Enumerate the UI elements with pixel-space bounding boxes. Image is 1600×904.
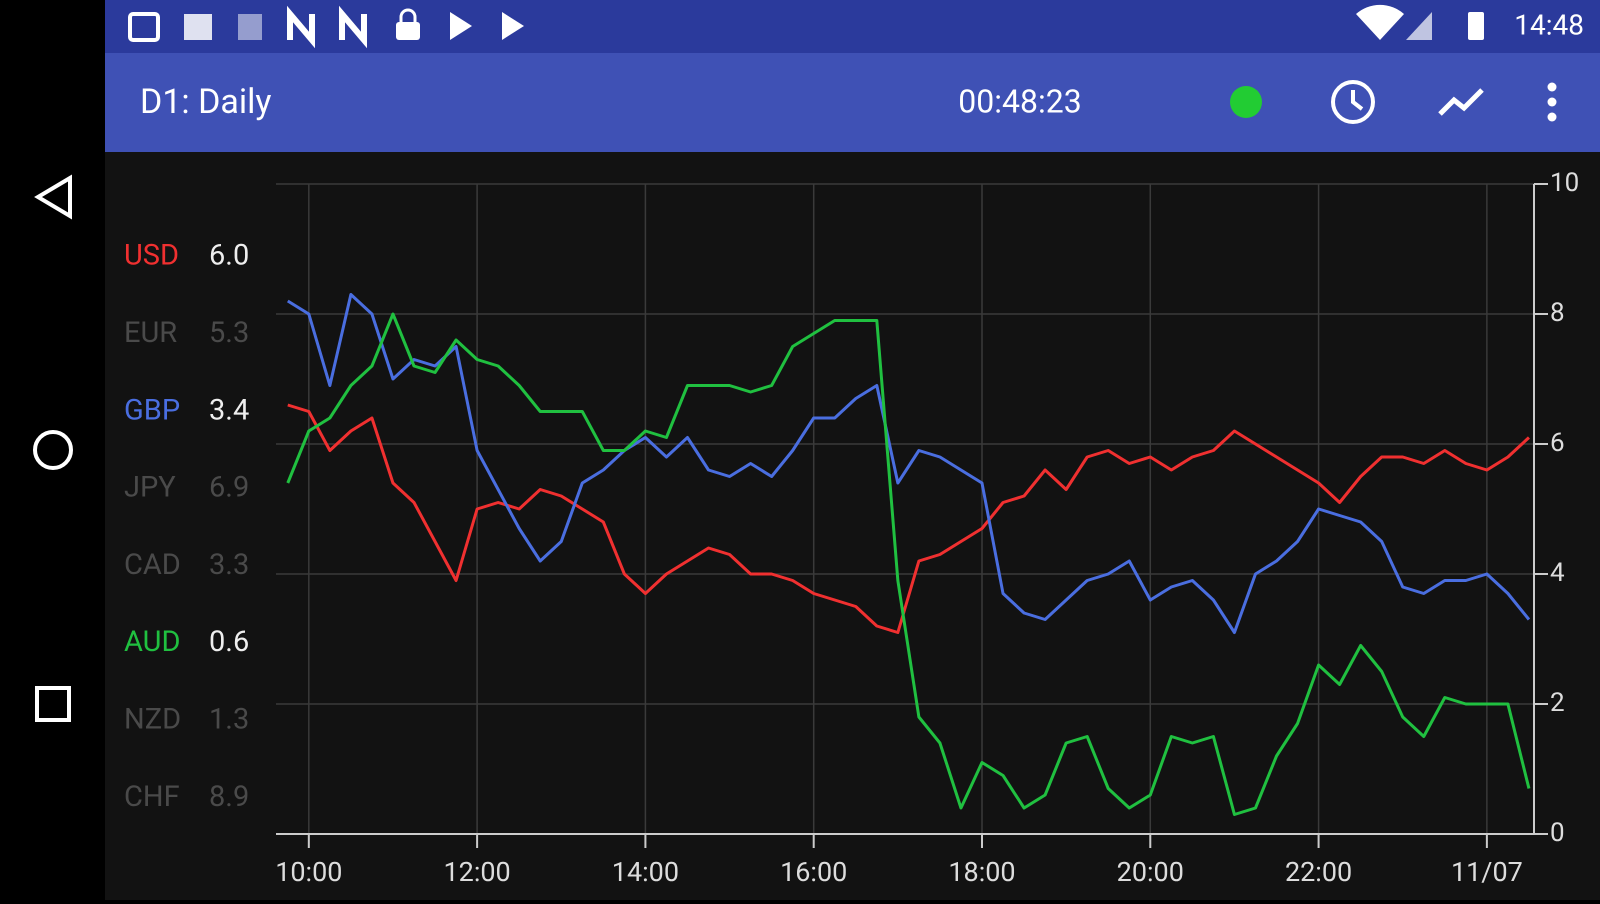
y-tick-label: 6 [1550, 428, 1565, 458]
x-tick-label: 20:00 [1117, 856, 1184, 888]
x-tick-label: 12:00 [443, 856, 510, 888]
legend-value: 3.3 [209, 548, 249, 582]
y-tick-label: 10 [1550, 168, 1579, 198]
connection-indicator [1230, 86, 1262, 118]
x-tick-label: 16:00 [780, 856, 847, 888]
timer: 00:48:23 [958, 82, 1081, 120]
legend-name: CHF [124, 780, 180, 814]
x-tick-label: 11/07 [1451, 856, 1523, 888]
y-tick-label: 2 [1550, 688, 1565, 718]
menu-button[interactable] [1547, 82, 1557, 122]
x-tick-label: 10:00 [275, 856, 342, 888]
chart-button[interactable] [1438, 88, 1484, 116]
y-tick-label: 0 [1550, 818, 1565, 848]
nav-back[interactable] [34, 174, 72, 220]
legend-name: CAD [124, 548, 181, 582]
legend-value: 8.9 [209, 780, 249, 814]
series-line [286, 293, 1531, 634]
x-tick-label: 18:00 [948, 856, 1015, 888]
series-line [286, 312, 1531, 816]
legend-value: 6.0 [209, 239, 249, 273]
toolbar [105, 53, 1600, 152]
legend-name: EUR [124, 316, 177, 350]
legend-value: 0.6 [209, 625, 249, 659]
legend-name: NZD [124, 702, 181, 736]
chart-area [105, 152, 1600, 900]
legend-value: 3.4 [209, 393, 249, 427]
legend-value: 6.9 [209, 471, 249, 505]
series-line [287, 403, 1530, 634]
x-tick-label: 14:00 [612, 856, 679, 888]
legend-name: AUD [124, 625, 181, 659]
legend-name: USD [124, 239, 179, 273]
history-button[interactable] [1331, 80, 1375, 124]
legend-name: JPY [124, 471, 176, 505]
status-icons [128, 4, 1484, 49]
legend-value: 5.3 [209, 316, 249, 350]
clock: 14:48 [1514, 8, 1584, 41]
y-tick-label: 8 [1550, 298, 1565, 328]
legend-value: 1.3 [209, 702, 249, 736]
x-tick-label: 22:00 [1285, 856, 1352, 888]
y-tick-label: 4 [1550, 558, 1565, 588]
toolbar-title: D1: Daily [140, 82, 272, 122]
nav-home[interactable] [33, 430, 73, 470]
legend-name: GBP [124, 393, 180, 427]
nav-recents[interactable] [35, 686, 71, 722]
